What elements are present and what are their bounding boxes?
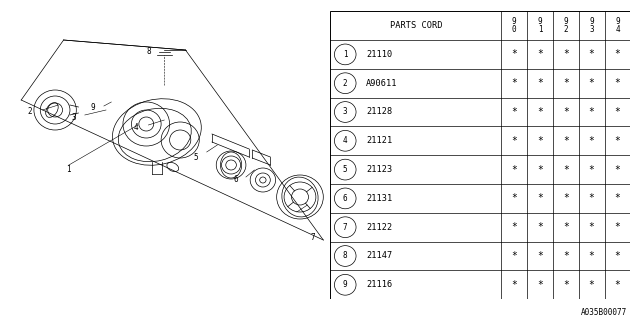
Text: 1: 1 xyxy=(343,50,348,59)
Text: 5: 5 xyxy=(343,165,348,174)
Text: *: * xyxy=(589,193,595,204)
Text: 7: 7 xyxy=(310,234,315,243)
Text: 7: 7 xyxy=(343,223,348,232)
Text: 21121: 21121 xyxy=(366,136,392,145)
Text: 4: 4 xyxy=(133,124,138,132)
Text: 21122: 21122 xyxy=(366,223,392,232)
Text: *: * xyxy=(511,49,517,60)
Text: 8: 8 xyxy=(343,252,348,260)
Text: *: * xyxy=(511,164,517,175)
Text: *: * xyxy=(614,222,620,232)
Text: PARTS CORD: PARTS CORD xyxy=(390,21,442,30)
Text: *: * xyxy=(614,49,620,60)
Text: *: * xyxy=(614,107,620,117)
Text: A035B00077: A035B00077 xyxy=(581,308,627,317)
Text: *: * xyxy=(537,78,543,88)
Text: 5: 5 xyxy=(194,153,198,162)
Text: 21110: 21110 xyxy=(366,50,392,59)
Text: *: * xyxy=(589,164,595,175)
Text: 1: 1 xyxy=(67,165,71,174)
Text: *: * xyxy=(589,49,595,60)
Text: *: * xyxy=(589,222,595,232)
Text: 21123: 21123 xyxy=(366,165,392,174)
Text: *: * xyxy=(511,136,517,146)
Text: 21131: 21131 xyxy=(366,194,392,203)
Text: *: * xyxy=(537,136,543,146)
Text: 2: 2 xyxy=(343,79,348,88)
Text: *: * xyxy=(589,107,595,117)
Text: *: * xyxy=(511,78,517,88)
Text: *: * xyxy=(537,107,543,117)
Text: *: * xyxy=(589,78,595,88)
Text: *: * xyxy=(563,136,569,146)
Text: *: * xyxy=(511,280,517,290)
Text: *: * xyxy=(537,49,543,60)
Text: 6: 6 xyxy=(343,194,348,203)
Text: A90611: A90611 xyxy=(366,79,397,88)
Text: *: * xyxy=(563,164,569,175)
Text: 4: 4 xyxy=(343,136,348,145)
Text: 9
0: 9 0 xyxy=(512,17,516,34)
Text: 9
4: 9 4 xyxy=(615,17,620,34)
Text: *: * xyxy=(511,107,517,117)
Text: *: * xyxy=(589,280,595,290)
Text: 2: 2 xyxy=(28,108,32,116)
Text: *: * xyxy=(614,193,620,204)
Text: 6: 6 xyxy=(233,175,237,185)
Text: *: * xyxy=(563,78,569,88)
Text: *: * xyxy=(614,280,620,290)
Text: *: * xyxy=(563,107,569,117)
Text: *: * xyxy=(589,251,595,261)
Text: 9
1: 9 1 xyxy=(538,17,542,34)
Text: 3: 3 xyxy=(72,114,77,123)
Text: *: * xyxy=(614,164,620,175)
Text: *: * xyxy=(537,251,543,261)
Text: 21116: 21116 xyxy=(366,280,392,289)
Text: *: * xyxy=(563,222,569,232)
Text: *: * xyxy=(563,251,569,261)
Text: 9
2: 9 2 xyxy=(564,17,568,34)
Text: 3: 3 xyxy=(343,108,348,116)
Text: 21147: 21147 xyxy=(366,252,392,260)
Text: 9: 9 xyxy=(343,280,348,289)
Text: *: * xyxy=(614,136,620,146)
Text: 8: 8 xyxy=(146,47,150,57)
Text: *: * xyxy=(614,78,620,88)
Text: *: * xyxy=(589,136,595,146)
Text: *: * xyxy=(511,251,517,261)
Text: *: * xyxy=(563,193,569,204)
Text: *: * xyxy=(537,280,543,290)
Text: *: * xyxy=(537,222,543,232)
Text: 21128: 21128 xyxy=(366,108,392,116)
Text: *: * xyxy=(537,193,543,204)
Text: *: * xyxy=(511,193,517,204)
Text: *: * xyxy=(537,164,543,175)
Text: 9
3: 9 3 xyxy=(589,17,594,34)
Text: *: * xyxy=(563,49,569,60)
Text: 9: 9 xyxy=(91,103,95,113)
Text: *: * xyxy=(614,251,620,261)
Text: *: * xyxy=(511,222,517,232)
Text: *: * xyxy=(563,280,569,290)
